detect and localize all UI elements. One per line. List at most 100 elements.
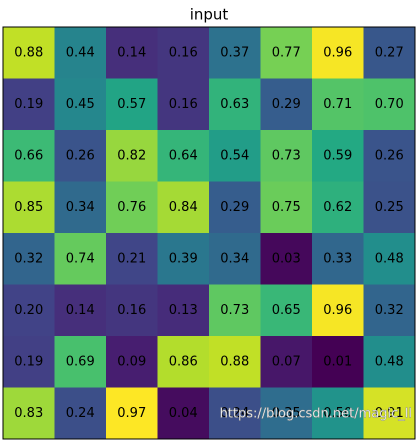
cell-label: 0.04 <box>169 406 198 421</box>
cell-label: 0.32 <box>375 303 404 318</box>
cell-label: 0.82 <box>117 148 146 163</box>
cell <box>3 233 55 285</box>
cell-label: 0.77 <box>272 45 301 60</box>
cell-label: 0.76 <box>117 200 146 215</box>
cell <box>363 130 416 182</box>
cell-label: 0.13 <box>169 303 198 318</box>
cell-label: 0.84 <box>169 200 198 215</box>
cell <box>209 27 261 79</box>
cell <box>106 78 158 131</box>
cell-label: 0.14 <box>66 303 95 318</box>
cell <box>363 233 416 285</box>
cell <box>209 387 261 440</box>
cell-label: 0.70 <box>375 97 404 112</box>
cell <box>54 336 107 388</box>
cell <box>106 387 158 440</box>
cell <box>54 78 107 131</box>
cell-label: 0.25 <box>375 200 404 215</box>
cell-label: 0.37 <box>220 45 249 60</box>
cell <box>312 284 364 337</box>
cell <box>209 181 261 234</box>
cell-label: 0.48 <box>375 251 404 266</box>
cell-label: 0.75 <box>272 200 301 215</box>
cell-label: 0.83 <box>14 406 43 421</box>
cell-label: 0.88 <box>14 45 43 60</box>
cell <box>157 27 210 79</box>
cell-label: 0.74 <box>66 251 95 266</box>
cell <box>54 387 107 440</box>
cell-label: 0.86 <box>169 354 198 369</box>
cell-label: 0.03 <box>272 251 301 266</box>
cell <box>312 27 364 79</box>
cell-label: 0.96 <box>323 45 352 60</box>
cell-label: 0.24 <box>220 406 249 421</box>
cell <box>3 284 55 337</box>
cell-label: 0.19 <box>14 354 43 369</box>
cell <box>157 387 210 440</box>
cell-label: 0.19 <box>14 97 43 112</box>
cell <box>260 27 313 79</box>
cell-label: 0.88 <box>220 354 249 369</box>
cell-label: 0.09 <box>117 354 146 369</box>
cell-label: 0.33 <box>323 251 352 266</box>
cell <box>260 336 313 388</box>
cell <box>260 387 313 440</box>
cell <box>106 284 158 337</box>
cell <box>209 130 261 182</box>
cell <box>312 181 364 234</box>
cell-label: 0.63 <box>220 97 249 112</box>
cell <box>260 181 313 234</box>
cell <box>106 181 158 234</box>
cell <box>312 78 364 131</box>
cell <box>209 336 261 388</box>
cell <box>363 181 416 234</box>
cell-label: 0.21 <box>117 251 146 266</box>
cell-label: 0.27 <box>375 45 404 60</box>
cell-label: 0.32 <box>14 251 43 266</box>
cell <box>106 336 158 388</box>
cell-label: 0.59 <box>323 148 352 163</box>
cell <box>157 181 210 234</box>
cell-label: 0.35 <box>272 406 301 421</box>
cell <box>260 284 313 337</box>
cell <box>260 233 313 285</box>
cell-label: 0.50 <box>323 406 352 421</box>
cell <box>3 78 55 131</box>
cell <box>3 27 55 79</box>
cell <box>106 27 158 79</box>
cell <box>106 233 158 285</box>
cell-label: 0.14 <box>117 45 146 60</box>
cell <box>363 78 416 131</box>
cell-label: 0.29 <box>220 200 249 215</box>
cell <box>54 233 107 285</box>
cell <box>312 387 364 440</box>
cell <box>312 130 364 182</box>
cell <box>54 130 107 182</box>
cell <box>3 181 55 234</box>
cell <box>157 78 210 131</box>
cell <box>209 233 261 285</box>
cell-label: 0.24 <box>66 406 95 421</box>
cell-label: 0.73 <box>220 303 249 318</box>
watermark: https://blog.csdn.net/magic_ll <box>220 407 412 422</box>
cell <box>260 130 313 182</box>
cell-label: 0.39 <box>169 251 198 266</box>
cell-label: 0.57 <box>117 97 146 112</box>
cell <box>260 78 313 131</box>
cell-label: 0.16 <box>169 45 198 60</box>
cell-label: 0.07 <box>272 354 301 369</box>
cell <box>3 336 55 388</box>
cell-label: 0.96 <box>323 303 352 318</box>
cell <box>54 284 107 337</box>
cell-label: 0.62 <box>323 200 352 215</box>
frame <box>2 26 416 440</box>
cell-label: 0.20 <box>14 303 43 318</box>
cell-label: 0.26 <box>375 148 404 163</box>
cell-label: 0.71 <box>323 97 352 112</box>
cell-label: 0.65 <box>272 303 301 318</box>
cell <box>209 78 261 131</box>
cell <box>363 284 416 337</box>
cell-label: 0.16 <box>117 303 146 318</box>
cell <box>312 233 364 285</box>
cell <box>157 130 210 182</box>
